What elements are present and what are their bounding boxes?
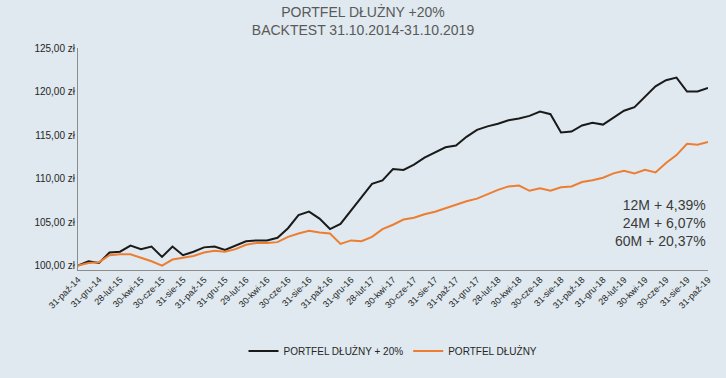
svg-text:28-lut-19: 28-lut-19 [596,275,628,307]
svg-text:31-gru-15: 31-gru-15 [195,275,230,310]
svg-text:28-lut-15: 28-lut-15 [92,275,124,307]
svg-text:PORTFEL DŁUŻNY: PORTFEL DŁUŻNY [448,345,537,357]
svg-text:30-cze-15: 30-cze-15 [131,275,166,310]
svg-text:PORTFEL DŁUŻNY +20%BACKTEST 31: PORTFEL DŁUŻNY +20%BACKTEST 31.10.2014-3… [252,3,475,38]
svg-text:31-sie-18: 31-sie-18 [532,275,566,309]
svg-text:29-lut-16: 29-lut-16 [218,275,250,307]
svg-text:28-lut-18: 28-lut-18 [470,275,502,307]
svg-text:31-gru-18: 31-gru-18 [573,275,608,310]
svg-text:28-lut-17: 28-lut-17 [344,275,376,307]
svg-text:30-cze-18: 30-cze-18 [509,275,544,310]
svg-text:125,00 zł: 125,00 zł [34,43,75,54]
svg-text:31-paź-17: 31-paź-17 [425,275,461,311]
svg-text:31-paź-19: 31-paź-19 [677,275,713,311]
svg-text:30-kwi-16: 30-kwi-16 [237,275,272,310]
svg-text:PORTFEL DŁUŻNY + 20%: PORTFEL DŁUŻNY + 20% [284,345,404,357]
svg-text:31-gru-17: 31-gru-17 [447,275,482,310]
svg-text:115,00 zł: 115,00 zł [35,130,76,141]
svg-text:31-paź-16: 31-paź-16 [299,275,335,311]
svg-text:110,00 zł: 110,00 zł [35,173,76,184]
svg-text:120,00 zł: 120,00 zł [34,86,75,97]
svg-text:30-kwi-19: 30-kwi-19 [615,275,650,310]
svg-text:100,00 zł: 100,00 zł [34,260,75,271]
svg-text:105,00 zł: 105,00 zł [34,217,75,228]
svg-text:12M + 4,39%24M + 6,07%60M + 20: 12M + 4,39%24M + 6,07%60M + 20,37% [615,197,706,249]
svg-text:31-gru-14: 31-gru-14 [69,275,104,310]
svg-text:30-cze-19: 30-cze-19 [635,275,670,310]
svg-text:30-cze-16: 30-cze-16 [257,275,292,310]
svg-text:31-gru-16: 31-gru-16 [321,275,356,310]
svg-text:31-paź-14: 31-paź-14 [47,275,83,311]
svg-text:31-paź-18: 31-paź-18 [551,275,587,311]
svg-text:30-kwi-18: 30-kwi-18 [489,275,524,310]
svg-text:30-cze-17: 30-cze-17 [383,275,418,310]
svg-text:30-kwi-15: 30-kwi-15 [111,275,146,310]
svg-text:31-sie-16: 31-sie-16 [280,275,314,309]
svg-text:31-paź-15: 31-paź-15 [173,275,209,311]
svg-text:31-sie-17: 31-sie-17 [406,275,440,309]
svg-text:31-sie-15: 31-sie-15 [154,275,188,309]
svg-text:31-sie-19: 31-sie-19 [658,275,692,309]
svg-text:30-kwi-17: 30-kwi-17 [363,275,398,310]
